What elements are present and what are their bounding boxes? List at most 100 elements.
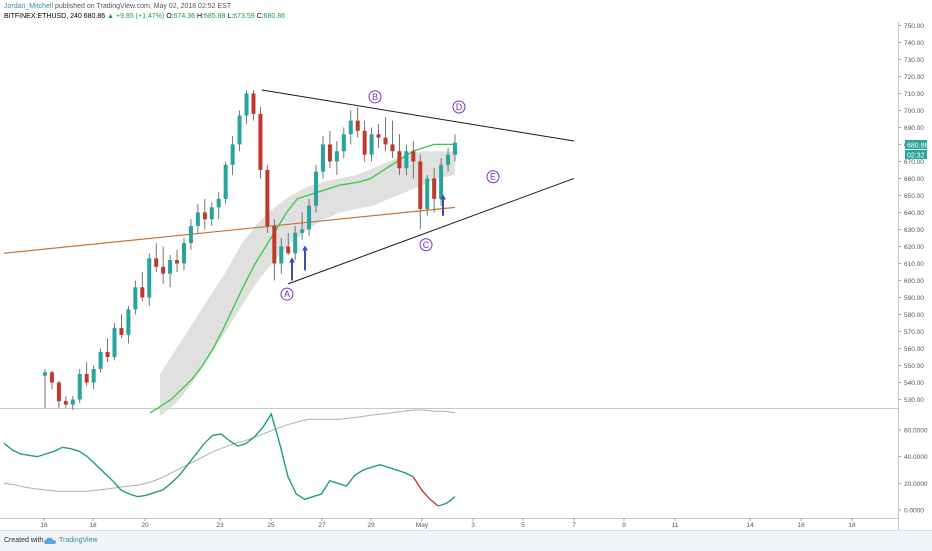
ema-line bbox=[149, 143, 455, 414]
wave-label-circle bbox=[452, 100, 466, 114]
candle bbox=[140, 287, 145, 298]
candle bbox=[126, 309, 131, 335]
candle bbox=[91, 368, 96, 383]
close-label: C: bbox=[256, 13, 264, 20]
candle bbox=[432, 178, 437, 199]
x-tick-label: 16 bbox=[40, 522, 48, 529]
wave-label-circle bbox=[419, 238, 433, 252]
triangle-upper-line bbox=[261, 89, 575, 142]
wave-label: C bbox=[423, 240, 430, 250]
candle bbox=[355, 120, 360, 131]
author-link[interactable]: Jordan_Mitchell bbox=[4, 3, 54, 10]
ind-y-tick-label: 0.0000 bbox=[904, 508, 924, 515]
y-tick-label: 710.00 bbox=[904, 91, 924, 98]
last-price: 680.86 bbox=[83, 13, 106, 20]
candle bbox=[293, 232, 298, 254]
ohlc-legend: BITFINEX:ETHUSD, 240 680.86 ▲ +9.85 (+1.… bbox=[4, 12, 285, 21]
wave-label: D bbox=[456, 102, 463, 112]
candle bbox=[84, 373, 89, 383]
ind-y-tick-label: 40.0000 bbox=[904, 454, 928, 461]
x-tick-label: 11 bbox=[672, 522, 679, 529]
candle bbox=[77, 373, 82, 400]
candle bbox=[418, 161, 423, 210]
footer-bar: Created with TradingView bbox=[0, 530, 932, 551]
signal-arrow-head bbox=[440, 194, 446, 200]
candle bbox=[147, 258, 152, 298]
x-tick-label: 23 bbox=[216, 522, 224, 529]
candle bbox=[168, 260, 173, 274]
candle bbox=[133, 287, 138, 310]
wave-label-circle bbox=[280, 287, 294, 301]
last-price-badge-text: 680.86 bbox=[907, 143, 929, 150]
candle bbox=[230, 144, 235, 165]
x-tick-label: May bbox=[416, 522, 429, 529]
y-tick-label: 660.00 bbox=[904, 176, 924, 183]
y-tick-label: 690.00 bbox=[904, 125, 924, 132]
candle bbox=[70, 399, 75, 405]
ind-y-tick-label: 20.0000 bbox=[904, 481, 928, 488]
x-tick-label: 3 bbox=[471, 522, 475, 529]
x-tick-label: 16 bbox=[797, 522, 805, 529]
signal-arrow-head bbox=[289, 257, 295, 263]
candle bbox=[112, 328, 117, 357]
open-label: O: bbox=[166, 13, 174, 20]
candle bbox=[404, 151, 409, 169]
candle bbox=[216, 198, 221, 208]
candle bbox=[453, 142, 457, 155]
y-tick-label: 590.00 bbox=[904, 295, 924, 302]
y-tick-label: 540.00 bbox=[904, 380, 924, 387]
candle bbox=[390, 144, 395, 152]
x-tick-label: 18 bbox=[89, 522, 97, 529]
x-tick-label: 29 bbox=[367, 522, 375, 529]
candle bbox=[348, 120, 353, 135]
candle bbox=[272, 226, 277, 264]
candle bbox=[161, 266, 166, 274]
x-tick-label: 9 bbox=[622, 522, 626, 529]
indicator-line-recent bbox=[438, 496, 456, 507]
candle bbox=[320, 144, 325, 172]
y-tick-label: 640.00 bbox=[904, 210, 924, 217]
candle bbox=[244, 93, 249, 116]
x-tick-label: 18 bbox=[848, 522, 856, 529]
candle bbox=[223, 164, 228, 199]
cloud-band bbox=[160, 151, 455, 417]
tradingview-brand[interactable]: TradingView bbox=[59, 537, 98, 544]
candle bbox=[56, 382, 61, 402]
candle bbox=[341, 134, 346, 152]
signal-arrow-head bbox=[302, 245, 308, 251]
indicator-signal-line bbox=[3, 409, 456, 492]
candle bbox=[63, 401, 68, 405]
wave-label-circle bbox=[368, 90, 382, 104]
candle bbox=[439, 164, 444, 199]
y-tick-label: 700.00 bbox=[904, 108, 924, 115]
y-tick-label: 750.00 bbox=[904, 23, 924, 30]
candle bbox=[202, 212, 207, 220]
x-tick-label: 25 bbox=[267, 522, 275, 529]
indicator-line-negative bbox=[412, 476, 439, 507]
candle bbox=[181, 243, 186, 264]
price-change: ▲ +9.85 (+1.47%) bbox=[107, 13, 165, 20]
y-tick-label: 670.00 bbox=[904, 159, 924, 166]
y-tick-label: 630.00 bbox=[904, 227, 924, 234]
candle bbox=[307, 205, 312, 230]
price-chart[interactable]: A B C D E 750.00 740.00 730.00 720.00 710.00 700.… bbox=[0, 0, 932, 530]
published-text: published on TradingView.com, May 02, 20… bbox=[54, 3, 232, 10]
y-tick-label: 650.00 bbox=[904, 193, 924, 200]
candle bbox=[425, 178, 430, 210]
x-tick-label: 20 bbox=[141, 522, 149, 529]
candle bbox=[98, 351, 103, 369]
y-tick-label: 740.00 bbox=[904, 40, 924, 47]
candle bbox=[209, 207, 214, 220]
y-tick-label: 580.00 bbox=[904, 312, 924, 319]
candle bbox=[195, 212, 200, 227]
candle bbox=[175, 260, 180, 264]
candle bbox=[43, 372, 47, 376]
y-tick-label: 600.00 bbox=[904, 278, 924, 285]
x-tick-label: 7 bbox=[572, 522, 576, 529]
candle bbox=[334, 151, 339, 162]
wave-label-circle bbox=[486, 170, 500, 184]
y-tick-label: 530.00 bbox=[904, 397, 924, 404]
close-value: 680.86 bbox=[263, 13, 285, 20]
candle bbox=[314, 171, 319, 206]
last-price-badge bbox=[905, 140, 927, 149]
